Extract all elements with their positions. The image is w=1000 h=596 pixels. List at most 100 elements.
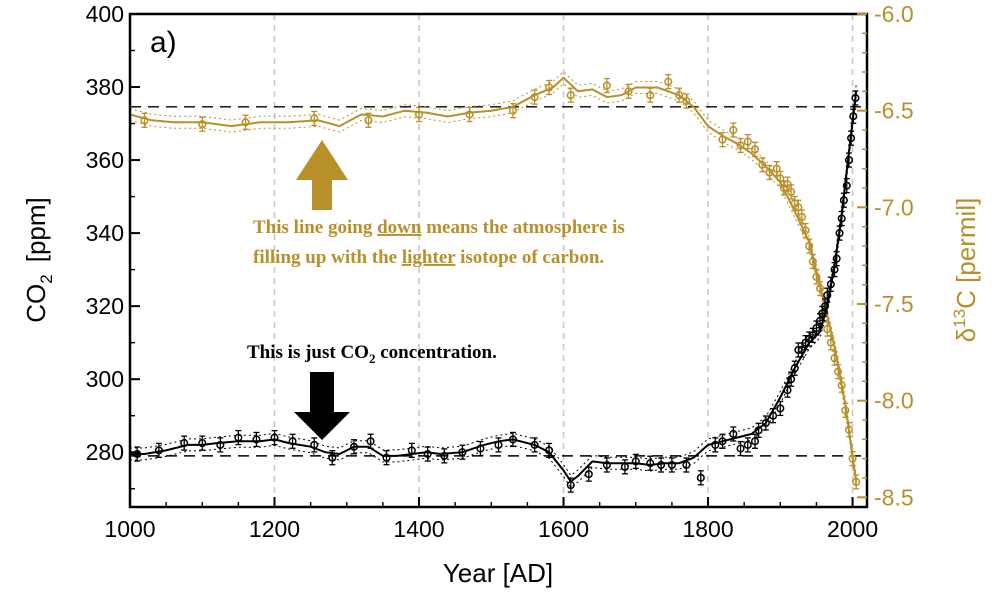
annotation-d13c-underlined-word: down	[377, 217, 422, 238]
d13c-data-point	[718, 135, 727, 144]
right-axis-ticks: -6.0 -6.5 -7.0 -7.5 -8.0 -8.5	[857, 1, 914, 510]
co2-data-point	[423, 449, 432, 459]
annotation-co2-post: concentration.	[375, 342, 496, 363]
annotation-d13c-line1: This line going down means the atmospher…	[253, 217, 625, 238]
co2-data-point	[847, 134, 856, 143]
d13c-data-point	[830, 354, 839, 363]
right-tick-label: -8.5	[874, 484, 914, 510]
d13c-data-point	[844, 425, 853, 434]
d13c-series-layer	[129, 71, 861, 490]
co2-data-point	[584, 470, 593, 479]
co2-data-point	[620, 462, 629, 471]
annotation-d13c-underlined-word-2: lighter	[402, 247, 456, 268]
x-axis-ticks: 1000 1200 1400 1600 1800 2000	[104, 497, 878, 542]
right-axis-title: δ13C [permil]	[950, 198, 981, 343]
co2-data-point	[830, 265, 839, 274]
right-axis-title-unit: C [permil]	[951, 198, 981, 309]
d13c-data-point	[414, 110, 424, 119]
left-tick-label: 360	[86, 147, 124, 173]
co2-data-point	[545, 446, 554, 455]
annotation-co2-sub: 2	[369, 351, 376, 366]
d13c-data-point	[848, 454, 857, 463]
x-tick-label: 1800	[682, 516, 733, 542]
d13c-data-point	[545, 83, 554, 92]
co2-data-point	[288, 437, 297, 446]
left-axis-title: CO2 [ppm]	[21, 197, 56, 323]
d13c-data-point	[783, 180, 792, 189]
annotation-co2: This is just CO2 concentration.	[247, 342, 497, 366]
co2-data-point	[602, 460, 611, 470]
co2-data-point	[750, 437, 760, 446]
d13c-data-point	[812, 272, 821, 281]
co2-data-point	[216, 440, 225, 449]
left-axis-title-main: CO	[21, 284, 51, 323]
d13c-data-point	[801, 226, 810, 235]
left-tick-label: 280	[86, 439, 124, 465]
co2-data-point	[821, 302, 830, 311]
d13c-data-point	[826, 338, 835, 347]
d13c-smoothed-line	[129, 76, 858, 483]
annotation-d13c-line1-pre: This line going	[253, 217, 377, 238]
co2-data-point	[631, 457, 640, 466]
co2-data-point	[180, 439, 189, 448]
co2-data-point	[252, 435, 261, 444]
left-axis-ticks: 280 300 320 340 360 380 400	[86, 1, 140, 490]
co2-data-point	[328, 453, 337, 462]
d13c-data-point	[823, 325, 832, 334]
down-arrow-icon	[294, 372, 350, 440]
reference-lines	[130, 106, 867, 457]
co2-data-point	[851, 93, 860, 103]
co2-data-point	[458, 448, 467, 457]
co2-data-point	[823, 291, 832, 300]
co2-data-point	[349, 442, 359, 451]
co2-confidence-band-upper	[130, 96, 857, 489]
d13c-data-point	[808, 257, 817, 266]
d13c-data-point	[624, 87, 633, 96]
co2-data-point	[476, 444, 485, 453]
d13c-data-point	[675, 91, 684, 100]
co2-data-point	[270, 433, 279, 442]
co2-data-point	[667, 460, 676, 470]
d13c-data-point	[794, 203, 803, 212]
annotation-d13c-line2-pre: filling up with the	[253, 247, 402, 268]
d13c-data-point	[664, 77, 673, 86]
co2-data-point	[769, 411, 778, 420]
d13c-data-point	[765, 168, 774, 177]
d13c-data-point	[736, 141, 745, 150]
d13c-data-point	[805, 241, 814, 251]
d13c-data-point	[750, 145, 760, 154]
co2-data-point	[832, 254, 841, 263]
co2-data-point	[711, 440, 720, 449]
co2-data-point	[646, 459, 655, 468]
annotation-d13c-line2-post: isotope of carbon.	[455, 247, 604, 268]
left-axis-title-sub: 2	[37, 274, 56, 283]
right-tick-label: -6.5	[874, 98, 914, 124]
d13c-confidence-band-lower	[129, 71, 857, 476]
d13c-data-point	[772, 164, 781, 173]
co2-data-point	[530, 440, 539, 449]
left-tick-label: 380	[86, 74, 124, 100]
right-tick-label: -7.0	[874, 194, 914, 220]
co2-data-point	[657, 460, 666, 470]
right-axis-title-sup: 13	[950, 309, 969, 328]
co2-data-point	[494, 440, 503, 449]
co2-data-point	[154, 446, 163, 455]
left-tick-label: 400	[86, 1, 124, 27]
co2-data-point	[133, 449, 142, 459]
annotation-co2-pre: This is just CO	[247, 342, 369, 363]
co2-data-point	[198, 439, 207, 448]
co2-data-point	[849, 112, 858, 121]
left-tick-label: 320	[86, 293, 124, 319]
co2-data-point	[682, 460, 691, 470]
d13c-data-point	[682, 96, 691, 106]
plot-frame	[128, 12, 869, 509]
co2-data-point	[718, 437, 727, 446]
left-axis-title-unit: [ppm]	[21, 197, 51, 262]
co2-data-point	[842, 181, 851, 190]
d13c-data-point	[530, 93, 539, 102]
x-tick-label: 1000	[104, 516, 155, 542]
d13c-data-point	[646, 91, 655, 100]
co2-data-point	[787, 375, 796, 384]
right-tick-label: -8.0	[874, 388, 914, 414]
d13c-data-point	[198, 120, 207, 129]
